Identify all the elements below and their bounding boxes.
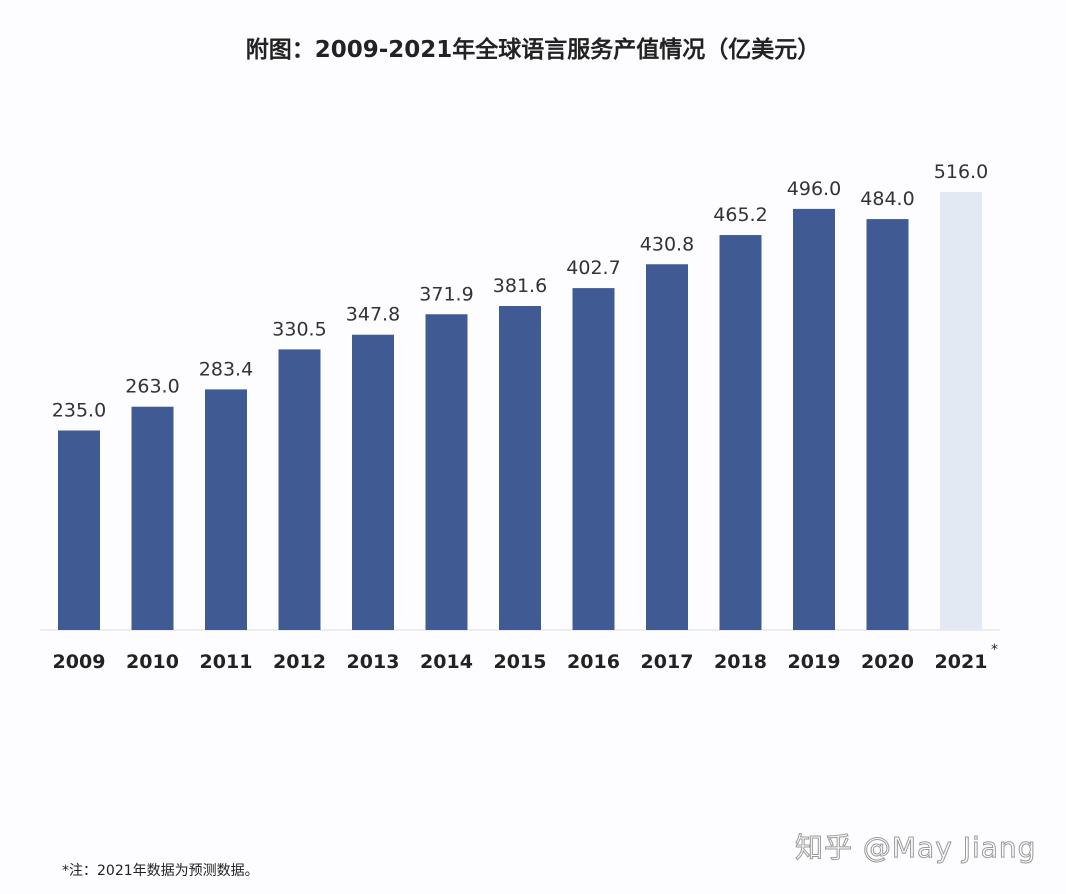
bar-2011 xyxy=(205,389,247,630)
bar-2019 xyxy=(793,208,835,630)
tick-label-2009: 2009 xyxy=(53,651,106,673)
tick-label-2021: 2021 xyxy=(935,651,988,673)
bar-2017 xyxy=(646,264,688,630)
tick-label-2014: 2014 xyxy=(420,651,473,673)
chart-title: 附图：2009-2021年全球语言服务产值情况（亿美元） xyxy=(245,37,821,63)
bar-2020 xyxy=(866,219,909,631)
tick-label-2012: 2012 xyxy=(273,651,326,673)
value-label-2010: 263.0 xyxy=(125,376,179,398)
bar-2013 xyxy=(352,334,394,630)
bar-2015 xyxy=(499,306,541,630)
tick-label-2010: 2010 xyxy=(126,651,179,673)
tick-label-2013: 2013 xyxy=(347,651,400,673)
bar-2009 xyxy=(58,430,100,630)
footnote: *注：2021年数据为预测数据。 xyxy=(62,863,259,879)
value-label-2012: 330.5 xyxy=(272,318,326,340)
tick-label-2019: 2019 xyxy=(788,651,841,673)
tick-label-2020: 2020 xyxy=(861,651,914,673)
forecast-asterisk: * xyxy=(991,642,998,658)
bar-2014 xyxy=(425,314,468,630)
value-label-2018: 465.2 xyxy=(713,204,767,226)
value-label-2009: 235.0 xyxy=(52,399,106,421)
bar-2018 xyxy=(719,235,762,630)
tick-label-2011: 2011 xyxy=(200,651,253,673)
value-label-2011: 283.4 xyxy=(199,358,253,380)
value-label-2021: 516.0 xyxy=(934,161,988,183)
bar-2021 xyxy=(940,191,982,630)
value-label-2017: 430.8 xyxy=(640,233,694,255)
watermark: 知乎 @May Jiang xyxy=(794,831,1037,865)
bar-2010 xyxy=(131,406,174,630)
value-label-2016: 402.7 xyxy=(566,257,620,279)
value-label-2015: 381.6 xyxy=(493,275,547,297)
tick-label-2016: 2016 xyxy=(567,651,620,673)
tick-label-2018: 2018 xyxy=(714,651,767,673)
tick-label-2015: 2015 xyxy=(494,651,547,673)
value-label-2014: 371.9 xyxy=(419,283,473,305)
value-label-2019: 496.0 xyxy=(787,178,841,200)
tick-label-2017: 2017 xyxy=(641,651,694,673)
value-label-2013: 347.8 xyxy=(346,304,400,326)
value-label-2020: 484.0 xyxy=(860,188,914,210)
bar-2016 xyxy=(572,288,615,630)
bar-2012 xyxy=(278,349,321,630)
